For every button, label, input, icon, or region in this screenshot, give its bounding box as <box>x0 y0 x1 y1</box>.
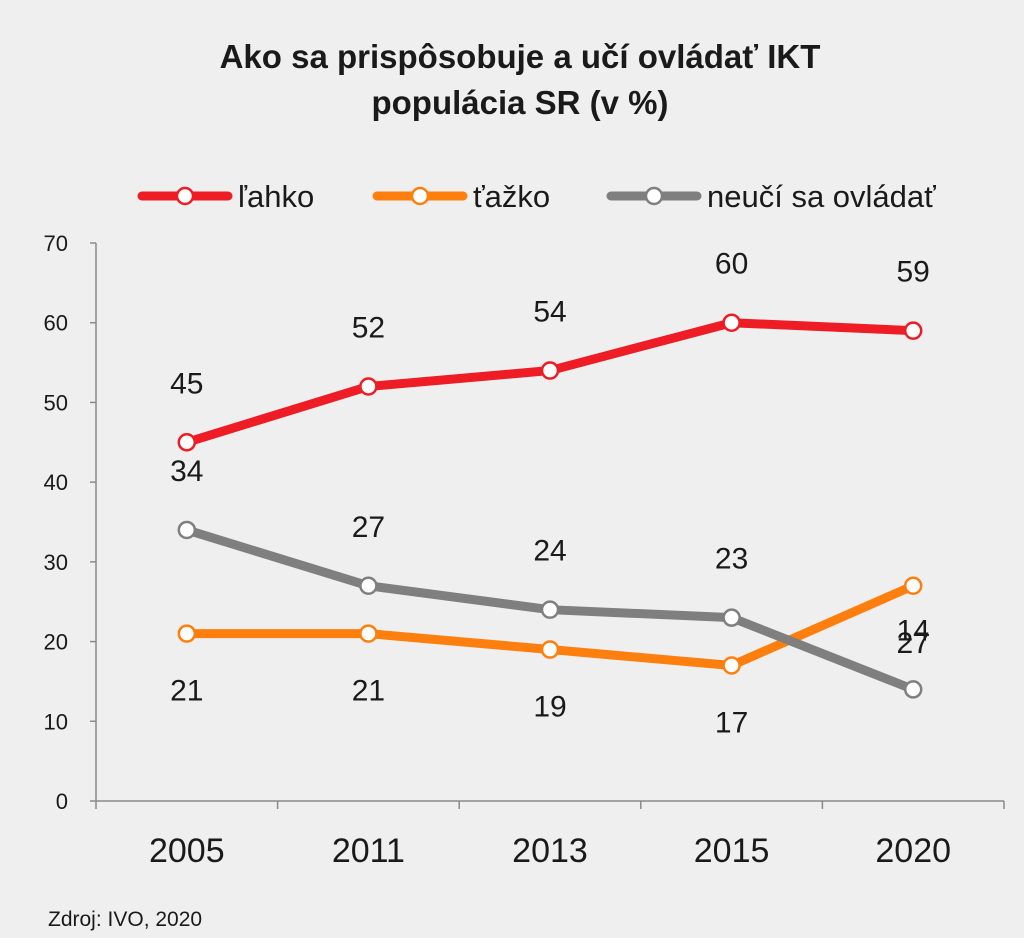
y-tick-label: 60 <box>44 311 68 336</box>
data-label: 19 <box>533 691 566 724</box>
data-point <box>177 433 197 452</box>
data-label: 27 <box>352 511 385 544</box>
data-label: 21 <box>352 675 385 708</box>
data-label: 14 <box>897 614 930 647</box>
legend: ľahko ťažko neučí sa ovládať <box>137 179 936 214</box>
data-label: 59 <box>897 256 930 289</box>
chart-title-line-2: populácia SR (v %) <box>371 84 668 121</box>
data-point <box>359 576 378 596</box>
y-axis-ticks: 0 10 20 30 40 50 60 70 <box>44 231 96 814</box>
data-point <box>540 600 560 619</box>
data-point <box>722 313 741 332</box>
source-note: Zdroj: IVO, 2020 <box>48 908 202 931</box>
data-label: 52 <box>352 311 385 344</box>
y-tick-label: 70 <box>44 231 68 256</box>
data-point <box>359 624 378 643</box>
y-tick-label: 50 <box>44 390 68 415</box>
y-tick-label: 0 <box>56 789 68 814</box>
y-tick-label: 20 <box>44 630 68 655</box>
y-tick-label: 40 <box>44 470 68 495</box>
data-label: 21 <box>170 675 203 708</box>
legend-item-lahko: ľahko <box>137 179 314 214</box>
data-point <box>540 640 560 659</box>
series-points <box>177 313 923 699</box>
legend-label: neučí sa ovládať <box>707 179 936 214</box>
x-tick-label: 2013 <box>512 832 588 870</box>
series-line-lahko <box>182 318 918 447</box>
data-point <box>903 576 923 596</box>
y-tick-label: 10 <box>44 709 68 734</box>
legend-label: ľahko <box>238 179 314 214</box>
data-label: 24 <box>533 535 566 568</box>
legend-item-neuci-sa-ovladat: neučí sa ovládať <box>606 179 936 214</box>
data-point <box>177 520 197 540</box>
legend-label: ťažko <box>473 179 550 214</box>
legend-swatch-marker <box>410 186 430 206</box>
data-label: 60 <box>715 248 748 281</box>
data-label: 34 <box>170 455 203 488</box>
x-tick-label: 2020 <box>875 832 951 870</box>
data-label: 23 <box>715 543 748 576</box>
x-axis-ticks: 2005 2011 2013 2015 2020 <box>95 801 1005 870</box>
data-point <box>903 321 923 340</box>
y-tick-label: 30 <box>44 550 68 575</box>
x-tick-label: 2015 <box>694 832 770 870</box>
legend-swatch-marker <box>175 186 195 206</box>
data-labels: 45 52 54 60 59 21 21 19 17 27 34 27 24 23 14 <box>170 248 930 740</box>
legend-swatch-marker <box>644 186 664 206</box>
data-point <box>722 656 741 675</box>
legend-item-tazko: ťažko <box>372 179 550 214</box>
data-label: 45 <box>170 367 203 400</box>
data-label: 27 <box>897 627 930 660</box>
data-point <box>359 377 378 396</box>
data-point <box>540 361 560 380</box>
data-point <box>722 608 741 627</box>
chart-title-line-1: Ako sa prispôsobuje a učí ovládať IKT <box>220 38 821 75</box>
data-label: 54 <box>533 296 566 329</box>
data-point <box>903 680 923 699</box>
data-point <box>177 624 197 643</box>
data-label: 17 <box>715 706 748 739</box>
x-tick-label: 2011 <box>332 832 405 870</box>
x-tick-label: 2005 <box>149 832 225 870</box>
